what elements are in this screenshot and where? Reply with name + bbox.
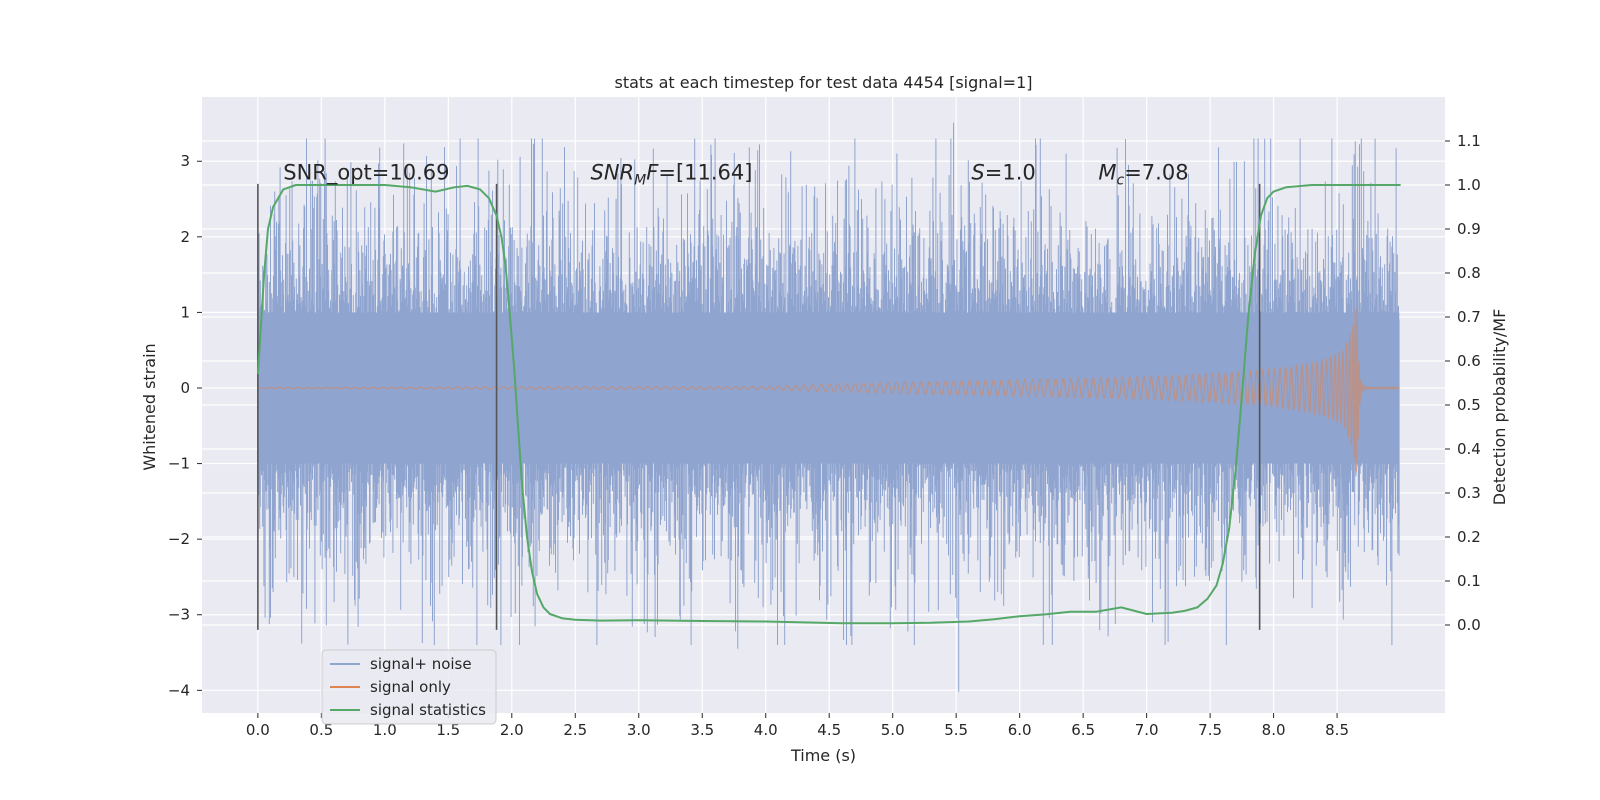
stats-series	[256, 184, 1401, 625]
y-tick-label: −3	[168, 606, 190, 624]
y2-tick-label: 1.0	[1457, 176, 1481, 194]
y-tick-label: 3	[180, 152, 190, 170]
x-tick-label: 3.5	[690, 721, 714, 739]
legend: signal+ noise signal only signal statistic…	[321, 649, 497, 725]
marker-vlines	[257, 183, 1261, 630]
x-tick-label: 8.0	[1262, 721, 1286, 739]
x-tick-label: 4.0	[754, 721, 778, 739]
y2-tick-label: 0.0	[1457, 616, 1481, 634]
x-tick-label: 5.5	[944, 721, 968, 739]
y2-tick-label: 1.1	[1457, 132, 1481, 150]
chart-title: stats at each timestep for test data 445…	[614, 73, 1032, 92]
y2-tick-label: 0.4	[1457, 440, 1481, 458]
signal-statistics-line	[256, 184, 1401, 625]
annotation-s-val: S=1.0	[971, 161, 1035, 185]
y2-tick-label: 0.8	[1457, 264, 1481, 282]
y2-tick-label: 0.7	[1457, 308, 1481, 326]
x-tick-label: 1.5	[436, 721, 460, 739]
annotation-snr-opt: SNR_opt=10.69	[283, 161, 449, 186]
y-tick-label: −1	[168, 455, 190, 473]
x-tick-label: 1.0	[373, 721, 397, 739]
signal-only-line	[257, 305, 1400, 473]
x-tick-label: 5.0	[881, 721, 905, 739]
signal-series	[257, 305, 1400, 473]
noise-series	[257, 122, 1400, 692]
y-tick-label: 1	[180, 303, 190, 321]
x-axis-label: Time (s)	[790, 746, 856, 765]
x-tick-label: 0.0	[246, 721, 270, 739]
x-tick-label: 2.5	[563, 721, 587, 739]
x-tick-label: 7.0	[1135, 721, 1159, 739]
y-tick-label: 2	[180, 228, 190, 246]
y2-tick-label: 0.9	[1457, 220, 1481, 238]
legend-box	[321, 649, 497, 725]
y2-tick-label: 0.2	[1457, 528, 1481, 546]
legend-label: signal only	[370, 678, 451, 696]
x-tick-label: 6.0	[1008, 721, 1032, 739]
x-tick-label: 7.5	[1198, 721, 1222, 739]
x-tick-label: 6.5	[1071, 721, 1095, 739]
y2-axis-label: Detection probability/MF	[1490, 309, 1509, 506]
x-tick-label: 8.5	[1325, 721, 1349, 739]
annotations: SNR_opt=10.69 SNRMF=[11.64] S=1.0 Mc=7.08	[283, 161, 1188, 189]
legend-label: signal statistics	[370, 701, 486, 719]
y-axis-label: Whitened strain	[140, 343, 159, 470]
annotation-snr-mf: SNRMF=[11.64]	[591, 161, 753, 189]
x-tick-label: 3.0	[627, 721, 651, 739]
y-tick-label: 0	[180, 379, 190, 397]
y2-tick-label: 0.3	[1457, 484, 1481, 502]
x-tick-label: 2.0	[500, 721, 524, 739]
x-tick-label: 4.5	[817, 721, 841, 739]
y2-tick-label: 0.6	[1457, 352, 1481, 370]
y2-tick-label: 0.1	[1457, 572, 1481, 590]
x-tick-label: 0.5	[309, 721, 333, 739]
annotation-mc-val: Mc=7.08	[1098, 161, 1188, 189]
y-tick-label: −4	[168, 681, 190, 699]
y-tick-label: −2	[168, 530, 190, 548]
axes: 0.0 0.5 1.0 1.5 2.0 2.5 3.0 3.5 4.0 4.5 5.0 5.5 6.0 6…	[168, 132, 1481, 739]
legend-label: signal+ noise	[370, 655, 472, 673]
y2-tick-label: 0.5	[1457, 396, 1481, 414]
